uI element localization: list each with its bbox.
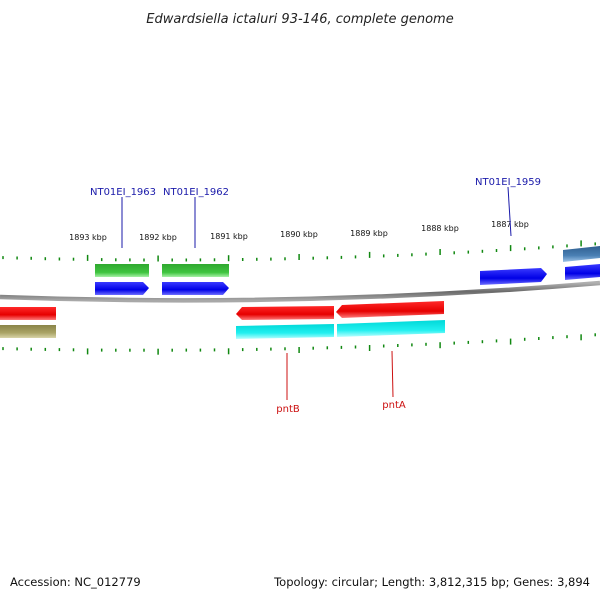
gene-labels: NT01EI_1963 NT01EI_1962 NT01EI_1959 pntB… <box>90 177 541 415</box>
scale-labels: 1893 kbp 1892 kbp 1891 kbp 1890 kbp 1889… <box>69 220 529 242</box>
label-pntB[interactable]: pntB <box>276 404 300 415</box>
leader-NT01EI-1959 <box>507 186 512 237</box>
gene-left-olive[interactable] <box>0 325 56 338</box>
cds-top-right[interactable] <box>565 264 600 280</box>
leader-pntA <box>391 350 394 398</box>
gene-pntB[interactable] <box>236 324 334 339</box>
cds-NT01EI-1962[interactable] <box>162 282 229 295</box>
lower-track <box>0 301 445 339</box>
cds-left-red[interactable] <box>0 307 56 320</box>
scale-label-1888: 1888 kbp <box>421 224 459 233</box>
lower-tick-ruler <box>2 333 596 355</box>
accession-text: Accession: NC_012779 <box>10 575 141 589</box>
cds-NT01EI-1959[interactable] <box>480 268 547 285</box>
gene-top-right[interactable] <box>563 246 600 262</box>
scale-label-1893: 1893 kbp <box>69 233 107 242</box>
leader-lines <box>121 186 512 400</box>
genome-summary-text: Topology: circular; Length: 3,812,315 bp… <box>273 575 590 589</box>
label-NT01EI-1962[interactable]: NT01EI_1962 <box>163 187 229 198</box>
scale-label-1892: 1892 kbp <box>139 233 177 242</box>
scale-label-1889: 1889 kbp <box>350 229 388 238</box>
upper-tick-ruler <box>2 240 596 262</box>
label-NT01EI-1959[interactable]: NT01EI_1959 <box>475 177 541 188</box>
scale-label-1890: 1890 kbp <box>280 230 318 239</box>
gene-NT01EI-1963[interactable] <box>95 264 149 277</box>
cds-pntB[interactable] <box>236 306 334 320</box>
map-title: Edwardsiella ictaluri 93-146, complete g… <box>146 12 453 27</box>
label-NT01EI-1963[interactable]: NT01EI_1963 <box>90 187 156 198</box>
gene-NT01EI-1962[interactable] <box>162 264 229 277</box>
genome-backbone <box>0 280 600 303</box>
label-pntA[interactable]: pntA <box>382 400 406 411</box>
cds-NT01EI-1963[interactable] <box>95 282 149 295</box>
upper-track <box>95 246 600 295</box>
gene-pntA[interactable] <box>337 320 445 337</box>
scale-label-1891: 1891 kbp <box>210 232 248 241</box>
cds-pntA[interactable] <box>336 301 444 318</box>
